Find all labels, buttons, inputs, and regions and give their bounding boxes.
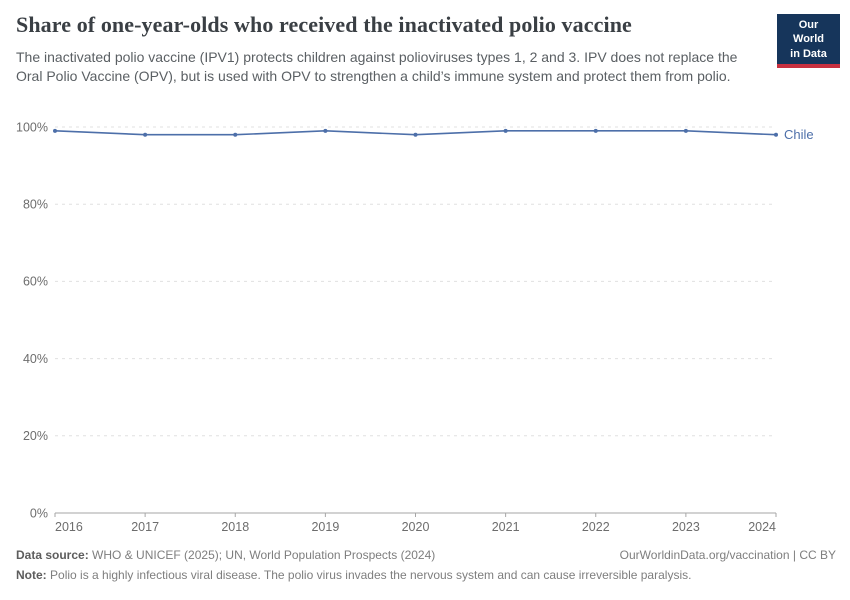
data-point-marker[interactable] [593, 128, 598, 133]
data-point-marker[interactable] [774, 132, 778, 137]
data-point-marker[interactable] [233, 132, 238, 137]
y-tick-label: 0% [30, 506, 48, 520]
data-source-line: Data source: WHO & UNICEF (2025); UN, Wo… [16, 548, 435, 562]
y-tick-label: 80% [23, 198, 48, 212]
owid-logo[interactable]: Our World in Data [777, 14, 840, 68]
x-tick-label: 2021 [492, 520, 520, 534]
note-line: Note: Polio is a highly infectious viral… [16, 568, 836, 582]
x-tick-label: 2017 [131, 520, 159, 534]
page-title: Share of one-year-olds who received the … [16, 12, 632, 37]
data-source-label: Data source: [16, 548, 89, 562]
x-tick-label: 2016 [55, 520, 83, 534]
x-tick-label: 2019 [311, 520, 339, 534]
y-tick-label: 100% [16, 120, 48, 134]
y-tick-label: 40% [23, 352, 48, 366]
data-point-marker[interactable] [503, 128, 508, 133]
note-text: Polio is a highly infectious viral disea… [50, 568, 692, 582]
x-tick-label: 2022 [582, 520, 610, 534]
owid-license-link[interactable]: OurWorldinData.org/vaccination | CC BY [619, 548, 836, 562]
chart-subtitle: The inactivated polio vaccine (IPV1) pro… [16, 49, 738, 85]
line-chart[interactable]: 0% 20% 40% 60% 80% 100% 2016 2017 2018 2019 2020 20… [0, 110, 850, 540]
y-tick-label: 20% [23, 429, 48, 443]
data-point-marker[interactable] [683, 128, 688, 133]
x-tick-label: 2023 [672, 520, 700, 534]
data-source-text: WHO & UNICEF (2025); UN, World Populatio… [92, 548, 436, 562]
owid-logo-line1: Our World [793, 19, 824, 46]
y-tick-label: 60% [23, 275, 48, 289]
note-label: Note: [16, 568, 47, 582]
x-tick-label: 2018 [221, 520, 249, 534]
data-point-marker[interactable] [143, 132, 148, 137]
entity-label[interactable]: Chile [784, 127, 814, 142]
x-tick-label: 2024 [748, 520, 776, 534]
data-point-marker[interactable] [323, 128, 328, 133]
data-point-marker[interactable] [413, 132, 418, 137]
footer: Data source: WHO & UNICEF (2025); UN, Wo… [16, 548, 836, 582]
data-point-marker[interactable] [53, 128, 57, 133]
owid-logo-line2: in Data [790, 47, 827, 60]
x-tick-label: 2020 [402, 520, 430, 534]
